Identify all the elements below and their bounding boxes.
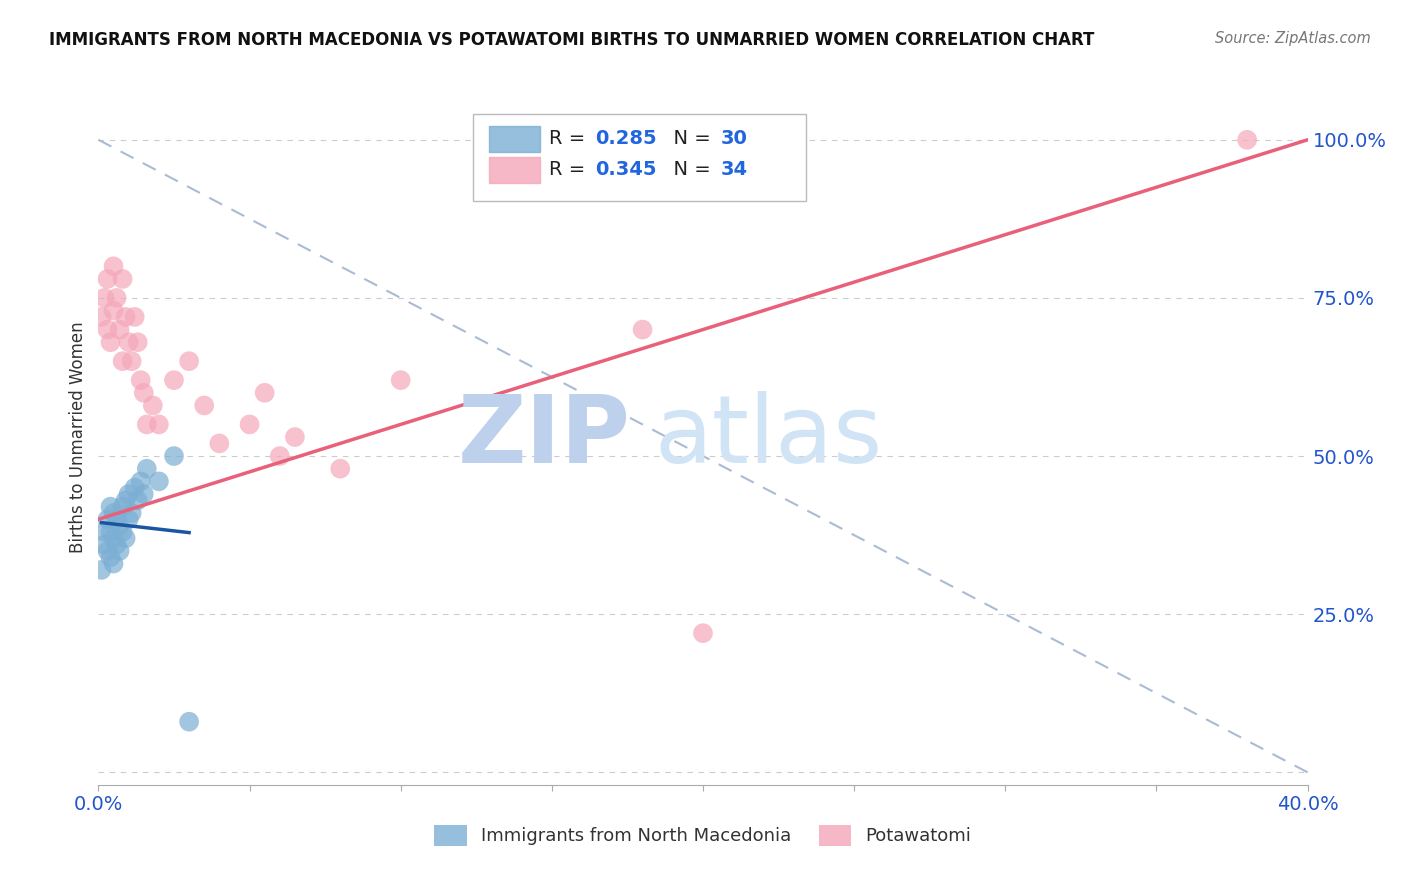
Point — [114, 493, 136, 508]
Text: ZIP: ZIP — [457, 391, 630, 483]
Text: R =: R = — [550, 129, 592, 148]
Point — [111, 500, 134, 514]
Point — [142, 399, 165, 413]
Point — [103, 531, 125, 545]
Point — [127, 493, 149, 508]
Point — [108, 322, 131, 336]
Point — [93, 291, 115, 305]
Point — [118, 335, 141, 350]
Text: R =: R = — [550, 161, 592, 179]
Point — [105, 538, 128, 552]
Point — [148, 475, 170, 489]
Point — [111, 272, 134, 286]
Text: N =: N = — [661, 161, 717, 179]
Point — [253, 385, 276, 400]
Text: atlas: atlas — [655, 391, 883, 483]
Point — [132, 385, 155, 400]
Point — [96, 322, 118, 336]
Point — [108, 544, 131, 558]
Text: N =: N = — [661, 129, 717, 148]
Point — [105, 291, 128, 305]
Point — [179, 714, 201, 729]
Point — [127, 335, 149, 350]
Point — [114, 310, 136, 324]
Point — [96, 544, 118, 558]
Point — [135, 461, 157, 475]
Text: Source: ZipAtlas.com: Source: ZipAtlas.com — [1215, 31, 1371, 46]
Point — [208, 436, 231, 450]
Y-axis label: Births to Unmarried Women: Births to Unmarried Women — [69, 321, 87, 553]
Point — [100, 335, 122, 350]
Text: 0.285: 0.285 — [595, 129, 657, 148]
FancyBboxPatch shape — [489, 157, 540, 183]
Point — [135, 417, 157, 432]
Point — [114, 531, 136, 545]
Point — [631, 322, 654, 336]
Point — [100, 524, 122, 539]
Point — [1236, 133, 1258, 147]
Point — [239, 417, 262, 432]
Point — [103, 303, 125, 318]
Point — [90, 310, 112, 324]
Point — [105, 512, 128, 526]
Point — [269, 449, 291, 463]
Point — [121, 354, 143, 368]
Point — [103, 557, 125, 571]
Point — [100, 550, 122, 565]
Point — [108, 518, 131, 533]
Point — [96, 272, 118, 286]
Point — [93, 524, 115, 539]
Point — [96, 512, 118, 526]
Point — [132, 487, 155, 501]
Text: 0.345: 0.345 — [595, 161, 657, 179]
Point — [329, 461, 352, 475]
Point — [129, 475, 152, 489]
Point — [129, 373, 152, 387]
Point — [111, 524, 134, 539]
FancyBboxPatch shape — [474, 113, 806, 201]
FancyBboxPatch shape — [489, 126, 540, 152]
Point — [103, 260, 125, 274]
Point — [284, 430, 307, 444]
Point — [103, 506, 125, 520]
Point — [148, 417, 170, 432]
Point — [124, 481, 146, 495]
Point — [692, 626, 714, 640]
Text: 30: 30 — [721, 129, 748, 148]
Point — [118, 512, 141, 526]
Point — [179, 354, 201, 368]
Text: IMMIGRANTS FROM NORTH MACEDONIA VS POTAWATOMI BIRTHS TO UNMARRIED WOMEN CORRELAT: IMMIGRANTS FROM NORTH MACEDONIA VS POTAW… — [49, 31, 1095, 49]
Point — [111, 354, 134, 368]
Point — [389, 373, 412, 387]
Point — [124, 310, 146, 324]
Point — [93, 538, 115, 552]
Point — [100, 500, 122, 514]
Point — [163, 373, 186, 387]
Point — [163, 449, 186, 463]
Point — [118, 487, 141, 501]
Point — [90, 563, 112, 577]
Point — [193, 399, 215, 413]
Text: 34: 34 — [721, 161, 748, 179]
Legend: Immigrants from North Macedonia, Potawatomi: Immigrants from North Macedonia, Potawat… — [434, 825, 972, 846]
Point — [121, 506, 143, 520]
